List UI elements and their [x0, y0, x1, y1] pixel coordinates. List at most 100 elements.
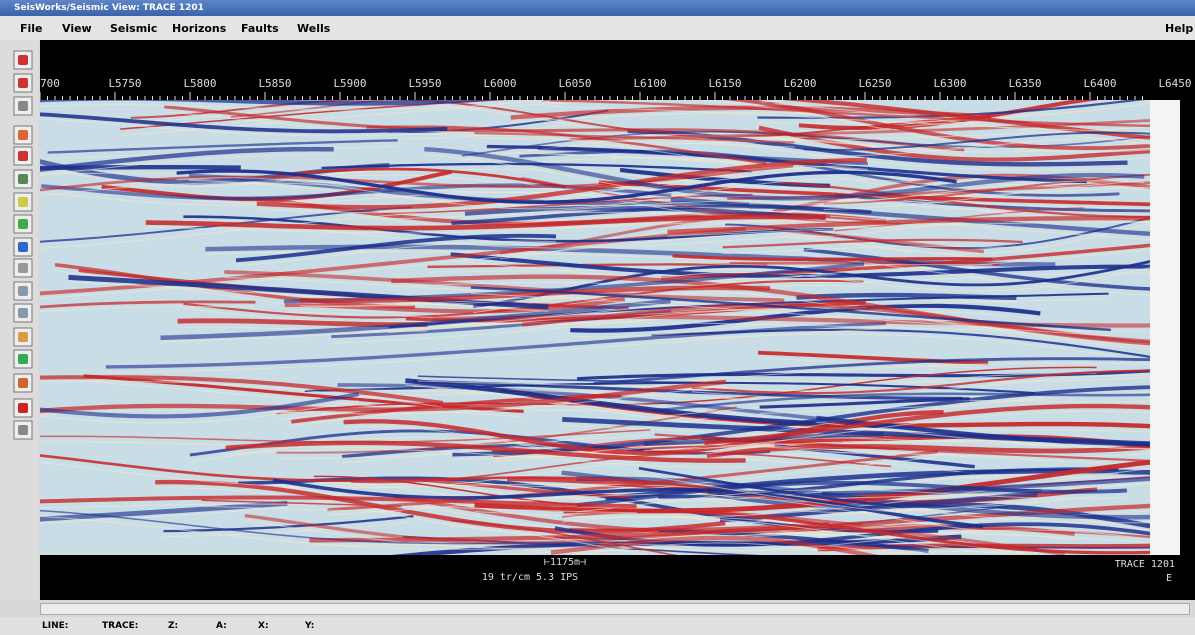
- seismic-event: [537, 153, 868, 170]
- tool-icon: [18, 378, 28, 388]
- seismic-event: [40, 118, 448, 137]
- seismic-event: [68, 274, 549, 310]
- seismic-event: [40, 100, 499, 106]
- seismic-event: [654, 438, 1150, 466]
- line-label: L6450: [1158, 77, 1191, 90]
- status-field: Y:: [305, 621, 315, 631]
- menu-item[interactable]: View: [62, 22, 92, 35]
- seismic-event: [470, 286, 1111, 332]
- seismic-event: [105, 321, 886, 369]
- seismic-event: [40, 112, 448, 134]
- seismic-event: [40, 509, 683, 545]
- seismic-event: [40, 146, 334, 172]
- seismic-event: [40, 300, 256, 309]
- seismic-event: [382, 193, 753, 215]
- seismic-event: [638, 473, 899, 513]
- seismic-event: [576, 476, 1150, 520]
- tool-icon: [18, 403, 28, 413]
- tool-icon: [18, 425, 28, 435]
- seismic-event: [40, 429, 651, 443]
- seismic-event: [230, 100, 440, 124]
- seismic-event: [283, 269, 865, 309]
- seismic-event: [550, 100, 1150, 128]
- seismic-event: [40, 233, 746, 299]
- line-label: L6150: [708, 77, 741, 90]
- seismic-event: [235, 240, 557, 267]
- direction-label: E: [1166, 573, 1172, 584]
- seismic-event: [759, 404, 970, 414]
- seismic-event: [256, 157, 867, 210]
- seismic-event: [823, 180, 1150, 210]
- seismic-event: [779, 186, 1150, 223]
- seismic-event: [722, 238, 1023, 249]
- status-bar: LINE: TRACE: Z: A: X: Y:: [0, 617, 1195, 635]
- line-label: L5850: [258, 77, 291, 90]
- seismic-event: [576, 480, 1127, 508]
- seismic-event: [823, 173, 1150, 205]
- line-label: L6350: [1008, 77, 1041, 90]
- seismic-event: [47, 139, 398, 154]
- seismic-event: [542, 100, 1150, 151]
- status-field: TRACE:: [102, 621, 139, 631]
- menu-item[interactable]: Wells: [297, 22, 331, 35]
- seismic-event: [834, 212, 1085, 237]
- seismic-event: [704, 410, 1150, 449]
- seismic-event: [816, 421, 1150, 450]
- scrollbar[interactable]: [40, 603, 1190, 615]
- seismic-event: [163, 521, 414, 538]
- seismic-event: [562, 424, 1150, 450]
- scale-info: 19 tr/cm 5.3 IPS: [482, 572, 578, 583]
- seismic-event: [470, 293, 1111, 337]
- menu-item[interactable]: File: [20, 22, 43, 35]
- line-label: L6100: [633, 77, 666, 90]
- trace-label: TRACE 1201: [1115, 559, 1175, 570]
- menu-item[interactable]: Seismic: [110, 22, 158, 35]
- toolbar: [0, 40, 38, 600]
- seismic-event: [176, 169, 957, 204]
- tool-icon: [18, 101, 28, 111]
- menu-item[interactable]: Horizons: [172, 22, 227, 35]
- seismic-event: [774, 452, 975, 474]
- seismic-event: [706, 452, 1150, 463]
- seismic-event: [500, 395, 1150, 433]
- title-bar: SeisWorks/Seismic View: TRACE 1201: [0, 0, 1195, 16]
- menu-item[interactable]: Help: [1165, 22, 1194, 35]
- time-axis: [1150, 100, 1180, 555]
- tool-icon: [18, 242, 28, 252]
- seismic-event: [569, 119, 1150, 142]
- seismic-event: [351, 457, 892, 489]
- seismic-event: [427, 263, 768, 269]
- line-label: L6050: [558, 77, 591, 90]
- seismic-event: [757, 100, 1146, 119]
- line-label: L5800: [183, 77, 216, 90]
- seismic-event: [40, 306, 256, 313]
- seismic-event: [774, 103, 1150, 145]
- seismic-event: [40, 454, 733, 492]
- tool-icon: [18, 354, 28, 364]
- scale-bar: ⊢1175m⊣: [544, 557, 586, 568]
- seismic-event: [40, 500, 288, 522]
- tool-icon: [18, 308, 28, 318]
- seismic-event: [230, 100, 390, 118]
- seismic-event: [235, 233, 557, 263]
- seismic-event: [593, 357, 1150, 385]
- seismic-event: [474, 137, 795, 148]
- seismic-event: [452, 385, 1150, 457]
- tool-icon: [18, 197, 28, 207]
- menu-item[interactable]: Faults: [241, 22, 279, 35]
- seismic-event: [586, 444, 897, 456]
- seismic-event: [803, 138, 1150, 157]
- seismic-event: [653, 392, 1150, 412]
- seismic-event: [83, 380, 524, 418]
- seismic-event: [405, 378, 896, 429]
- seismic-event: [522, 302, 1150, 344]
- line-label: 700: [40, 77, 60, 90]
- seismic-event: [424, 146, 1145, 201]
- status-field: X:: [258, 621, 269, 631]
- seismic-event: [275, 167, 567, 189]
- seismic-event: [201, 499, 402, 507]
- tool-icon: [18, 174, 28, 184]
- seismic-event: [40, 507, 288, 524]
- seismic-event: [160, 298, 671, 341]
- seismic-event: [759, 397, 970, 409]
